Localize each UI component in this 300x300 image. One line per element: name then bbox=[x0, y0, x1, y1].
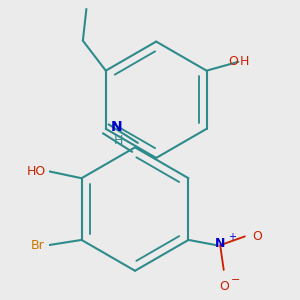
Text: +: + bbox=[228, 232, 236, 242]
Text: −: − bbox=[231, 275, 240, 286]
Text: O: O bbox=[228, 55, 238, 68]
Text: O: O bbox=[252, 230, 262, 243]
Text: Br: Br bbox=[31, 239, 44, 252]
Text: O: O bbox=[219, 280, 229, 293]
Text: N: N bbox=[111, 120, 123, 134]
Text: N: N bbox=[215, 237, 225, 250]
Text: H: H bbox=[240, 55, 249, 68]
Text: HO: HO bbox=[27, 165, 46, 178]
Text: H: H bbox=[113, 134, 123, 147]
